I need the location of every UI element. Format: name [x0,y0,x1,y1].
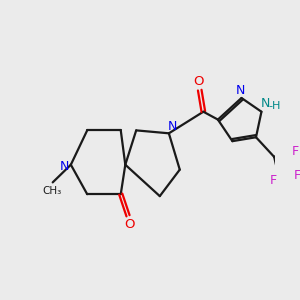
Text: N: N [60,160,69,173]
Text: -H: -H [268,101,280,111]
Text: N: N [168,120,177,133]
Text: N: N [236,84,245,97]
Text: F: F [292,146,298,158]
Text: F: F [270,174,277,187]
Text: CH₃: CH₃ [42,186,62,196]
Text: F: F [293,169,300,182]
Text: N: N [260,98,270,110]
Text: O: O [194,75,204,88]
Text: O: O [124,218,135,231]
